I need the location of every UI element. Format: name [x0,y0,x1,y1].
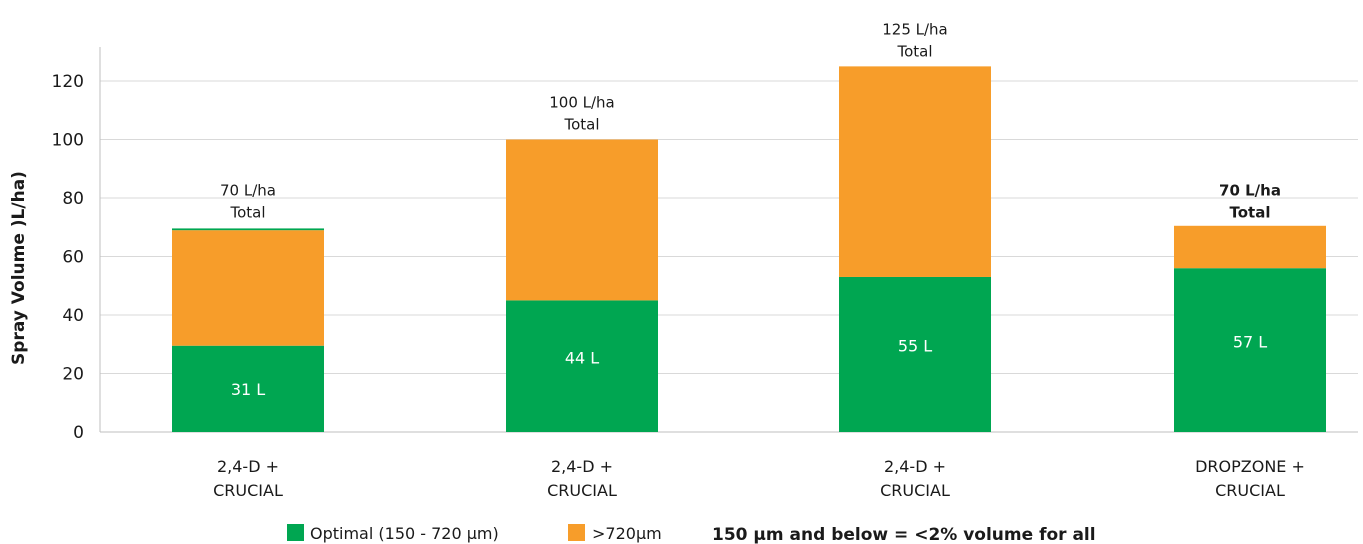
bar-data-label: 55 L [898,337,932,356]
legend-label-over-720: >720μm [592,524,662,543]
total-label: 70 L/ha [220,181,276,199]
bar-optimal [1174,268,1326,432]
x-category-label: CRUCIAL [213,481,283,500]
total-label: 125 L/ha [882,20,948,38]
x-category-labels: 2,4-D + CRUCIAL 2,4-D + CRUCIAL 2,4-D + CRUCI… [213,457,1305,500]
y-tick-label: 0 [73,423,84,443]
total-label: Total [229,203,265,221]
volume-note: 150 μm and below = <2% volume for all [712,525,1096,544]
legend-swatch-over-720 [568,524,585,541]
legend-swatch-optimal [287,524,304,541]
y-tick-label: 100 [52,131,84,151]
total-label: 100 L/ha [549,94,615,112]
y-tick-label: 40 [62,306,84,326]
x-category-label: CRUCIAL [547,481,617,500]
y-tick-label: 20 [62,365,84,385]
y-tick-label: 80 [62,189,84,209]
bar-over-720 [172,230,324,346]
x-category-label: 2,4-D + [217,457,279,476]
legend: Optimal (150 - 720 μm) >720μm [287,524,662,543]
bar-over-720 [1174,225,1326,269]
bar-top-segment [172,228,324,231]
y-tick-labels: 0 20 40 60 80 100 120 [52,72,84,443]
bar-optimal [506,300,658,432]
bar-data-label: 57 L [1233,332,1267,351]
x-category-label: CRUCIAL [1215,481,1285,500]
y-tick-label: 60 [62,248,84,268]
total-label: Total [896,42,932,60]
legend-label-optimal: Optimal (150 - 720 μm) [310,524,499,543]
y-axis-title: Spray Volume )L/ha) [9,171,29,365]
x-category-label: 2,4-D + [884,457,946,476]
bars: 31 L 44 L 55 L 57 L [172,66,1326,432]
bar-data-label: 31 L [231,380,265,399]
x-category-label: 2,4-D + [551,457,613,476]
bar-optimal [839,276,991,432]
y-tick-label: 120 [52,72,84,92]
x-category-label: DROPZONE + [1195,457,1305,476]
bar-over-720 [839,66,991,277]
total-label: Total [1230,203,1271,221]
total-label: 70 L/ha [1219,181,1281,199]
total-labels: 70 L/ha Total 100 L/ha Total 125 L/ha Total 70… [220,20,1281,221]
bar-data-label: 44 L [565,348,599,367]
total-label: Total [563,116,599,134]
x-category-label: CRUCIAL [880,481,950,500]
bar-over-720 [506,139,658,301]
bar-optimal [172,345,324,432]
